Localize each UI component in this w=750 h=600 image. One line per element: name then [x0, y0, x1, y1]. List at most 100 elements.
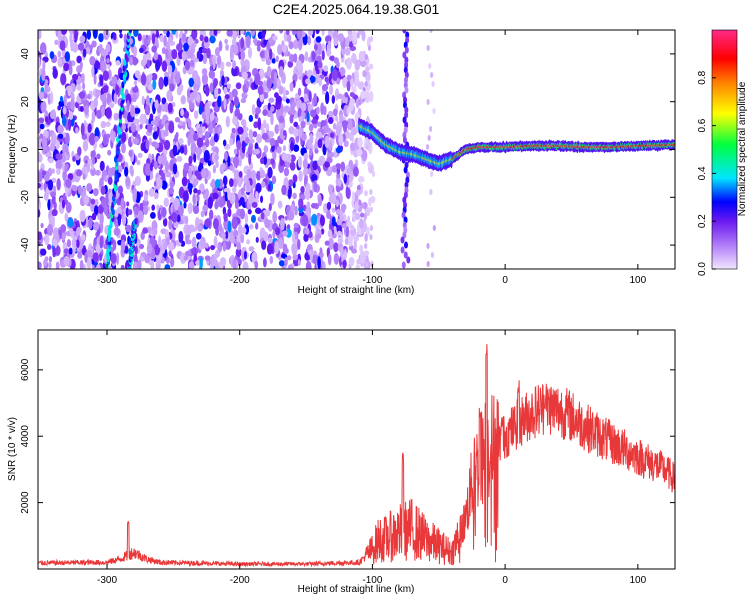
heatmap-cell — [255, 170, 261, 181]
heatmap-cell — [238, 171, 243, 178]
heatmap-cell — [152, 227, 158, 236]
heatmap-cell — [359, 244, 364, 254]
heatmap-cell — [275, 227, 281, 236]
heatmap-cell — [364, 54, 368, 60]
heatmap-cell — [184, 215, 189, 225]
heatmap-cell — [102, 134, 108, 146]
heatmap-cell — [332, 108, 338, 117]
heatmap-cell — [331, 216, 336, 227]
heatmap-cell — [139, 123, 143, 130]
heatmap-cell — [237, 126, 244, 135]
heatmap-cell — [163, 197, 170, 208]
heatmap-cell — [77, 42, 85, 51]
heatmap-cell — [340, 161, 346, 172]
heatmap-cell — [157, 178, 163, 189]
heatmap-cell — [285, 98, 290, 104]
heatmap-cell — [48, 255, 53, 263]
heatmap-cell — [50, 191, 57, 197]
heatmap-cell — [44, 81, 49, 94]
heatmap-cell — [336, 93, 344, 99]
heatmap-cell — [308, 90, 312, 103]
heatmap-cell — [231, 65, 238, 77]
heatmap-cell — [402, 136, 407, 144]
heatmap-cell — [166, 30, 171, 38]
heatmap-cell — [351, 191, 355, 203]
heatmap-cell — [300, 102, 307, 112]
heatmap-cell — [306, 139, 312, 150]
heatmap-cell — [51, 208, 58, 217]
heatmap-cell — [188, 167, 192, 181]
heatmap-cell — [93, 205, 99, 216]
heatmap-cell — [146, 59, 151, 68]
heatmap-cell — [308, 123, 314, 132]
heatmap-cell — [247, 46, 253, 59]
heatmap-cell — [62, 106, 67, 115]
heatmap-cell — [180, 108, 185, 117]
heatmap-cell — [406, 256, 411, 264]
heatmap-cell — [186, 49, 194, 59]
heatmap-cell — [292, 192, 297, 200]
heatmap-cell — [327, 110, 334, 117]
heatmap-cell — [132, 93, 137, 103]
heatmap-cell — [151, 204, 156, 211]
heatmap-cell — [236, 241, 241, 251]
heatmap-cell — [311, 202, 317, 209]
heatmap-cell — [432, 225, 436, 231]
heatmap-cell — [307, 30, 314, 37]
heatmap-cell — [359, 218, 364, 229]
spectrogram-y-axis-label: Frequency (Hz) — [7, 115, 18, 184]
heatmap-cell — [237, 224, 243, 235]
heatmap-cell — [134, 217, 138, 225]
heatmap-cell — [96, 153, 101, 160]
y-tick-label: 20 — [20, 96, 31, 108]
heatmap-cell — [79, 35, 86, 44]
heatmap-cell — [91, 65, 95, 78]
heatmap-cell — [86, 256, 92, 269]
heatmap-cell — [267, 237, 273, 244]
heatmap-cell — [266, 65, 272, 77]
x-tick-label: -200 — [230, 275, 250, 286]
heatmap-cell — [323, 105, 327, 116]
heatmap-cell — [263, 119, 267, 129]
heatmap-cell — [357, 99, 362, 106]
heatmap-cell — [98, 33, 104, 43]
heatmap-cell — [169, 83, 175, 92]
heatmap-cell — [193, 153, 197, 163]
heatmap-cell — [353, 31, 357, 43]
heatmap-cell — [328, 151, 335, 158]
heatmap-cell — [153, 192, 159, 200]
heatmap-cell — [175, 31, 179, 39]
heatmap-cell — [321, 49, 325, 61]
y-tick-label: -40 — [20, 237, 31, 252]
heatmap-cell — [38, 30, 42, 40]
heatmap-cell — [38, 121, 42, 134]
heatmap-cell — [134, 70, 141, 79]
heatmap-cell — [288, 126, 295, 135]
heatmap-cell — [229, 165, 234, 171]
heatmap-cell — [125, 176, 131, 187]
heatmap-cell — [355, 235, 360, 241]
heatmap-cell — [255, 222, 259, 230]
heatmap-cell — [134, 245, 138, 255]
heatmap-cell — [403, 251, 408, 259]
heatmap-cell — [288, 54, 296, 63]
heatmap-cell — [143, 37, 148, 47]
heatmap-cell — [135, 124, 141, 132]
heatmap-cell — [187, 133, 191, 147]
heatmap-cell — [38, 153, 43, 163]
heatmap-cell — [322, 202, 328, 214]
heatmap-cell — [133, 118, 140, 125]
heatmap-cell — [67, 217, 74, 228]
heatmap-cell — [331, 95, 336, 104]
colorbar-tick-label: 0.8 — [697, 70, 708, 84]
heatmap-cell — [232, 60, 237, 70]
heatmap-cell — [163, 34, 167, 47]
heatmap-cell — [202, 204, 209, 212]
heatmap-cell — [295, 59, 303, 71]
heatmap-cell — [76, 239, 80, 249]
heatmap-cell — [151, 45, 158, 53]
heatmap-cell — [328, 237, 335, 250]
x-tick-label: -100 — [362, 275, 382, 286]
heatmap-cell — [255, 236, 259, 243]
heatmap-cell — [142, 199, 149, 207]
